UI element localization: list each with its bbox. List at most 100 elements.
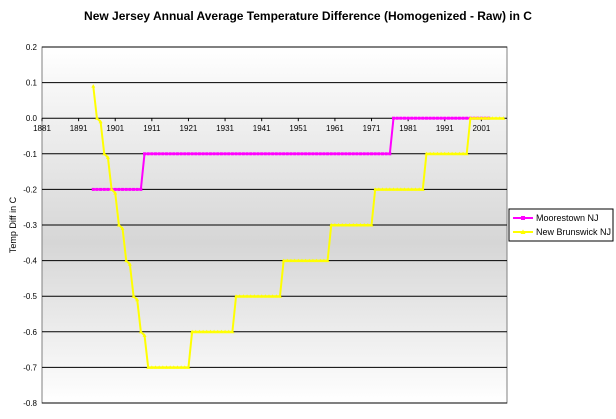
y-tick-label: 0.2 [26,43,38,52]
data-point [91,187,95,191]
x-tick-label: 1901 [106,124,124,133]
data-point [344,152,348,156]
data-point [216,152,220,156]
data-point [376,187,381,191]
data-point [461,151,466,156]
grid-lines [42,46,507,404]
data-point [358,223,363,227]
data-point [384,187,389,191]
y-tick-label: -0.1 [23,150,37,159]
data-point [102,187,106,191]
data-point [215,329,220,334]
data-point [343,223,348,227]
data-point [362,223,367,227]
data-point [183,152,187,156]
data-point [168,152,172,156]
x-tick-label: 1931 [216,124,234,133]
chart-title: New Jersey Annual Average Temperature Di… [84,9,532,23]
data-point [380,187,385,191]
data-point [457,151,462,156]
data-point [190,329,195,334]
data-point [453,151,458,156]
data-point [256,294,261,298]
y-tick-label: -0.8 [23,399,37,408]
data-point [300,152,304,156]
x-tick-label: 1941 [253,124,271,133]
data-point [212,152,216,156]
y-tick-label: -0.4 [23,257,37,266]
data-point [369,223,374,227]
data-point [267,152,271,156]
data-point [208,329,213,334]
data-point [146,365,151,369]
data-point [377,152,381,156]
data-point [310,258,315,263]
data-point [285,258,290,263]
data-point [362,152,366,156]
data-point [292,258,297,263]
data-point [439,151,444,156]
data-point [454,116,458,120]
data-point [468,116,473,120]
data-point [270,294,275,298]
data-point [113,187,117,191]
data-point [164,365,169,369]
data-point [252,152,256,156]
data-point [351,152,355,156]
y-tick-label: -0.7 [23,363,37,372]
data-point [237,294,242,298]
data-point [259,294,264,298]
data-point [109,187,114,191]
data-point [413,187,418,191]
data-point [337,152,341,156]
data-point [157,365,162,369]
y-tick-label: -0.5 [23,292,37,301]
data-point [234,294,239,298]
data-point [322,152,326,156]
data-point [128,187,132,191]
data-point [102,151,107,156]
data-point [248,294,253,298]
data-point [164,152,168,156]
data-point [197,329,202,334]
data-point [490,116,495,120]
data-point [138,329,143,334]
data-point [182,365,187,369]
data-point [256,152,260,156]
data-point [190,152,194,156]
data-point [325,258,330,263]
data-point [293,152,297,156]
data-point [135,187,139,191]
data-point [307,258,312,263]
data-point [381,152,385,156]
series-0 [91,116,491,191]
data-point [120,226,125,231]
data-point [245,294,250,298]
data-point [333,152,337,156]
data-point [168,365,173,369]
data-point [472,116,477,120]
data-point [428,151,433,156]
data-point [428,116,432,120]
data-point [464,151,469,156]
data-point [99,187,103,191]
data-point [116,223,121,227]
data-point [245,152,249,156]
data-point [431,151,436,156]
x-tick-label: 1881 [33,124,51,133]
data-point [106,187,110,191]
data-point [501,116,506,120]
data-point [417,187,422,191]
data-point [420,187,425,191]
data-point [117,187,121,191]
data-point [285,152,289,156]
x-tick-label: 1921 [180,124,198,133]
legend-marker [521,216,525,220]
data-point [124,187,128,191]
data-point [432,116,436,120]
data-point [127,262,132,266]
data-point [98,119,103,124]
legend-label: Moorestown NJ [536,213,599,223]
data-point [197,152,201,156]
data-point [219,152,223,156]
